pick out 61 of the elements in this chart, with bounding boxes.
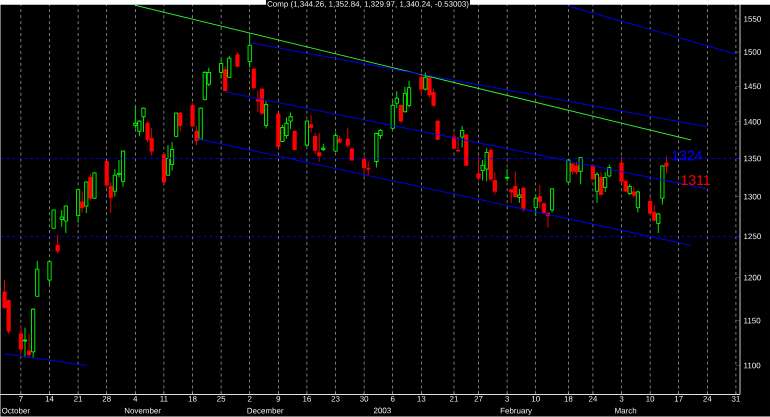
candlestick — [406, 80, 412, 108]
candlestick — [521, 186, 526, 212]
candlestick — [632, 186, 636, 198]
candlestick — [141, 107, 146, 133]
candlestick — [594, 172, 600, 204]
candlestick — [227, 56, 232, 79]
candlestick — [264, 100, 268, 130]
candlestick — [223, 66, 228, 92]
candlestick — [550, 188, 554, 214]
candlestick — [308, 115, 314, 134]
candlestick — [476, 156, 481, 182]
candlestick — [566, 158, 570, 183]
candlestick — [260, 88, 264, 116]
candlestick — [88, 173, 92, 202]
candlestick — [423, 72, 428, 92]
candlestick — [47, 260, 52, 284]
candlestick — [252, 68, 256, 90]
candlestick — [248, 35, 252, 68]
candlestick — [534, 194, 538, 217]
candlestick — [292, 130, 297, 152]
candlestick — [517, 188, 522, 204]
candlestick — [22, 327, 28, 358]
candlestick — [235, 52, 240, 68]
candlestick — [178, 112, 182, 132]
candlestick — [60, 210, 64, 228]
candlestick — [256, 90, 260, 112]
candlestick — [80, 191, 84, 214]
candlestick — [64, 205, 68, 234]
candlestick — [636, 190, 640, 214]
candlestick — [505, 168, 510, 182]
candlestick — [419, 72, 424, 96]
candlestick — [570, 162, 575, 176]
candlestick — [350, 148, 354, 162]
candlestick — [174, 112, 178, 138]
candlestick — [460, 126, 464, 148]
candlestick — [648, 197, 652, 216]
candlestick — [628, 184, 632, 196]
candlestick — [346, 127, 350, 149]
candlestick — [26, 334, 32, 358]
candlestick — [18, 324, 23, 356]
annotation: 1311 — [682, 175, 710, 186]
candlestick — [656, 212, 660, 234]
candlestick — [219, 59, 224, 80]
candlestick — [398, 104, 403, 124]
candlestick — [51, 210, 56, 229]
candlestick — [664, 156, 669, 174]
candlestick — [509, 188, 514, 204]
candlestick — [133, 106, 138, 130]
candlestick — [56, 234, 60, 254]
candlestick — [137, 120, 142, 137]
candlestick — [538, 184, 542, 210]
candlestick — [436, 120, 440, 141]
annotation: 1324 — [672, 150, 702, 161]
candlestick — [333, 132, 338, 153]
candlestick — [362, 156, 366, 177]
candlestick — [456, 136, 460, 153]
candlestick — [599, 172, 604, 196]
candlestick — [574, 161, 579, 176]
candlestick — [484, 148, 489, 182]
candlestick — [317, 132, 322, 162]
candlestick — [166, 144, 170, 177]
